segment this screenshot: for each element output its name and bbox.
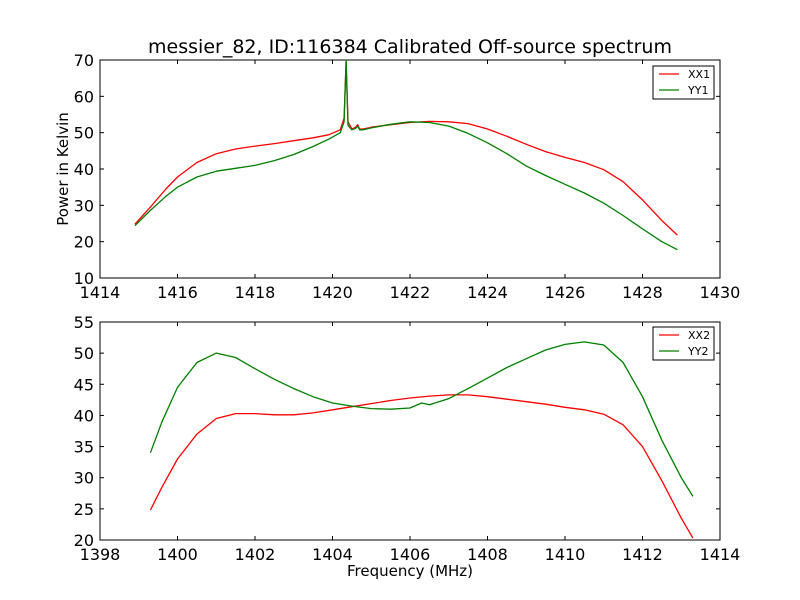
top-ytick-label: 40 <box>74 160 94 179</box>
top-ytick-label: 20 <box>74 233 94 252</box>
series-line-yy1 <box>134 59 678 251</box>
top-xtick-label: 1416 <box>157 283 198 302</box>
top-ytick-label: 30 <box>74 196 94 215</box>
top-xtick-label: 1420 <box>312 283 353 302</box>
legend-label-yy1: YY1 <box>687 84 708 97</box>
bottom-xtick-label: 1408 <box>467 545 508 564</box>
bottom-legend: XX2 YY2 <box>652 326 715 361</box>
bottom-ytick-label: 25 <box>74 500 94 519</box>
bottom-ytick-label: 50 <box>74 344 94 363</box>
top-xtick-label: 1426 <box>545 283 586 302</box>
top-xtick-label: 1422 <box>390 283 431 302</box>
bottom-axes-ticks: 1398 1400 1402 1404 1406 1408 1410 1412 1414 20 25… <box>74 313 741 564</box>
top-panel: 1414 1416 1418 1420 1422 1424 1426 1428 1430 10 20… <box>54 51 740 302</box>
bottom-series-lines <box>149 341 694 539</box>
top-xtick-label: 1430 <box>700 283 741 302</box>
bottom-panel: 1398 1400 1402 1404 1406 1408 1410 1412 1414 20 25… <box>74 313 741 580</box>
series-line-xx2 <box>149 394 694 539</box>
legend-label-xx2: XX2 <box>688 329 710 342</box>
top-plot-area <box>99 59 721 279</box>
bottom-ytick-label: 30 <box>74 469 94 488</box>
bottom-plot-area <box>99 321 721 541</box>
bottom-xtick-label: 1410 <box>545 545 586 564</box>
top-series-lines <box>134 59 678 251</box>
top-xtick-label: 1424 <box>467 283 508 302</box>
top-xtick-label: 1428 <box>622 283 663 302</box>
legend-label-yy2: YY2 <box>687 345 708 358</box>
top-xtick-label: 1414 <box>80 283 121 302</box>
top-ytick-label: 50 <box>74 124 94 143</box>
bottom-xtick-label: 1400 <box>157 545 198 564</box>
top-legend: XX1 YY1 <box>652 65 715 100</box>
top-axes-ticks: 1414 1416 1418 1420 1422 1424 1426 1428 1430 10 20… <box>74 51 741 302</box>
top-ytick-label: 10 <box>74 269 94 288</box>
top-xtick-label: 1418 <box>235 283 276 302</box>
bottom-ytick-label: 55 <box>74 313 94 332</box>
bottom-ytick-label: 20 <box>74 531 94 550</box>
bottom-ytick-label: 35 <box>74 438 94 457</box>
legend-label-xx1: XX1 <box>688 68 710 81</box>
bottom-ytick-label: 40 <box>74 406 94 425</box>
bottom-xlabel: Frequency (MHz) <box>347 562 473 580</box>
top-ylabel: Power in Kelvin <box>54 112 72 226</box>
top-legend-box <box>652 65 715 100</box>
bottom-legend-box <box>652 326 715 361</box>
bottom-xtick-label: 1402 <box>235 545 276 564</box>
bottom-xtick-label: 1398 <box>80 545 121 564</box>
bottom-xtick-label: 1406 <box>390 545 431 564</box>
chart-title: messier_82, ID:116384 Calibrated Off-sou… <box>148 36 672 58</box>
bottom-xtick-label: 1404 <box>312 545 353 564</box>
bottom-ytick-label: 45 <box>74 375 94 394</box>
top-ytick-label: 70 <box>74 51 94 70</box>
bottom-xtick-label: 1414 <box>700 545 741 564</box>
series-line-yy2 <box>149 341 694 497</box>
bottom-xtick-label: 1412 <box>622 545 663 564</box>
top-ytick-label: 60 <box>74 87 94 106</box>
